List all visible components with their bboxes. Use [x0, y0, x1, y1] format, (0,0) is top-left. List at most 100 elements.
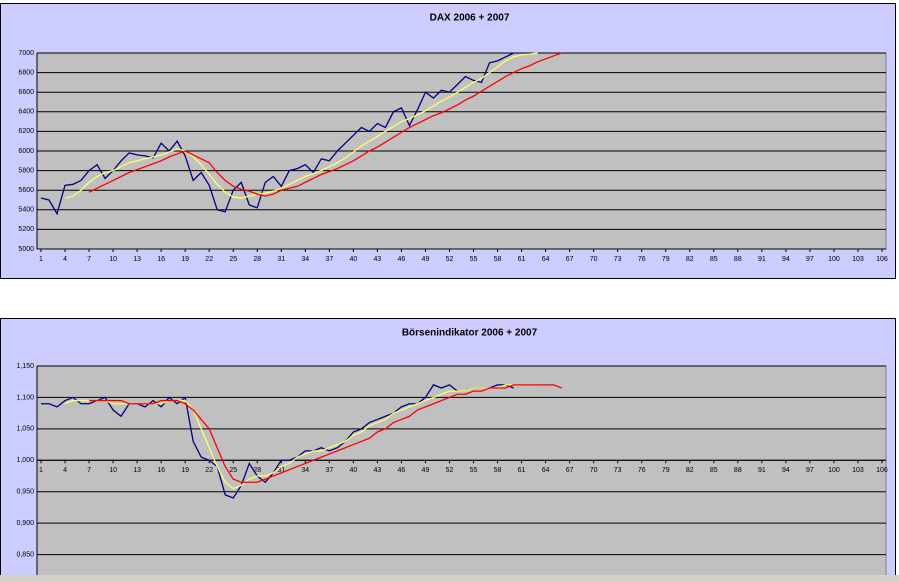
- x-tick-label: 43: [374, 467, 382, 474]
- x-tick-label: 85: [710, 256, 718, 263]
- x-tick-label: 61: [518, 467, 526, 474]
- chart-title: DAX 2006 + 2007: [430, 13, 510, 24]
- y-tick-label: 5400: [18, 207, 34, 214]
- y-tick-label: 5200: [18, 226, 34, 233]
- x-tick-label: 73: [614, 467, 622, 474]
- x-tick-label: 79: [662, 256, 670, 263]
- x-tick-label: 34: [301, 467, 309, 474]
- x-tick-label: 1: [39, 467, 43, 474]
- x-tick-label: 10: [109, 467, 117, 474]
- x-tick-label: 61: [518, 256, 526, 263]
- y-tick-label: 0,850: [16, 551, 34, 558]
- x-tick-label: 49: [422, 256, 430, 263]
- x-tick-label: 85: [710, 467, 718, 474]
- x-tick-label: 25: [229, 256, 237, 263]
- x-tick-label: 64: [542, 256, 550, 263]
- x-tick-label: 106: [876, 467, 888, 474]
- x-tick-label: 91: [758, 467, 766, 474]
- y-tick-label: 6600: [18, 89, 34, 96]
- y-tick-label: 1,050: [16, 426, 34, 433]
- line-series: [88, 52, 562, 197]
- line-series: [64, 52, 538, 199]
- y-tick-label: 6000: [18, 148, 34, 155]
- x-tick-label: 31: [277, 467, 285, 474]
- x-tick-label: 79: [662, 467, 670, 474]
- y-tick-label: 1,000: [16, 457, 34, 464]
- x-tick-label: 16: [157, 467, 165, 474]
- line-series: [40, 52, 514, 216]
- y-tick-label: 7000: [18, 50, 34, 57]
- x-tick-label: 37: [325, 256, 333, 263]
- x-tick-label: 82: [686, 256, 694, 263]
- x-tick-label: 1: [39, 256, 43, 263]
- x-tick-label: 25: [229, 467, 237, 474]
- x-tick-label: 13: [133, 467, 141, 474]
- x-tick-label: 52: [446, 467, 454, 474]
- x-tick-label: 88: [734, 467, 742, 474]
- y-tick-label: 6400: [18, 109, 34, 116]
- x-tick-label: 16: [157, 256, 165, 263]
- x-tick-label: 46: [398, 256, 406, 263]
- x-tick-label: 106: [876, 256, 888, 263]
- y-tick-label: 5600: [18, 187, 34, 194]
- y-tick-label: 5800: [18, 167, 34, 174]
- x-tick-label: 67: [566, 467, 574, 474]
- status-bar: [0, 575, 899, 582]
- x-tick-label: 94: [782, 467, 790, 474]
- x-tick-label: 31: [277, 256, 285, 263]
- y-tick-label: 6800: [18, 69, 34, 76]
- x-tick-label: 76: [638, 256, 646, 263]
- x-tick-label: 46: [398, 467, 406, 474]
- x-tick-label: 58: [494, 256, 502, 263]
- x-tick-label: 22: [205, 467, 213, 474]
- y-tick-label: 1,100: [16, 394, 34, 401]
- x-tick-label: 13: [133, 256, 141, 263]
- x-tick-label: 19: [181, 467, 189, 474]
- x-tick-label: 76: [638, 467, 646, 474]
- x-tick-label: 40: [349, 256, 357, 263]
- x-tick-label: 82: [686, 467, 694, 474]
- line-series: [89, 384, 562, 483]
- x-tick-label: 22: [205, 256, 213, 263]
- x-tick-label: 49: [422, 467, 430, 474]
- x-tick-label: 52: [446, 256, 454, 263]
- x-tick-label: 58: [494, 467, 502, 474]
- x-tick-label: 19: [181, 256, 189, 263]
- x-tick-label: 34: [301, 256, 309, 263]
- y-tick-label: 6200: [18, 128, 34, 135]
- x-tick-label: 100: [828, 256, 840, 263]
- x-tick-label: 91: [758, 256, 766, 263]
- x-tick-label: 67: [566, 256, 574, 263]
- x-tick-label: 4: [63, 256, 67, 263]
- y-tick-label: 0,900: [16, 520, 34, 527]
- x-tick-label: 43: [374, 256, 382, 263]
- x-tick-label: 88: [734, 256, 742, 263]
- line-series: [41, 384, 514, 499]
- x-tick-label: 100: [828, 467, 840, 474]
- x-tick-label: 94: [782, 256, 790, 263]
- x-tick-label: 70: [590, 467, 598, 474]
- chart-title: Börsenindikator 2006 + 2007: [402, 328, 538, 339]
- x-tick-label: 7: [87, 467, 91, 474]
- y-tick-label: 0,950: [16, 489, 34, 496]
- x-tick-label: 4: [63, 467, 67, 474]
- x-tick-label: 28: [253, 467, 261, 474]
- y-tick-label: 1,150: [16, 363, 34, 370]
- x-tick-label: 103: [852, 256, 864, 263]
- x-tick-label: 37: [325, 467, 333, 474]
- y-tick-label: 5000: [18, 246, 34, 253]
- x-tick-label: 73: [614, 256, 622, 263]
- x-tick-label: 97: [806, 256, 814, 263]
- x-tick-label: 40: [349, 467, 357, 474]
- x-tick-label: 97: [806, 467, 814, 474]
- x-tick-label: 10: [109, 256, 117, 263]
- x-tick-label: 55: [470, 256, 478, 263]
- x-tick-label: 55: [470, 467, 478, 474]
- x-tick-label: 70: [590, 256, 598, 263]
- x-tick-label: 7: [87, 256, 91, 263]
- x-tick-label: 103: [852, 467, 864, 474]
- x-tick-label: 64: [542, 467, 550, 474]
- x-tick-label: 28: [253, 256, 261, 263]
